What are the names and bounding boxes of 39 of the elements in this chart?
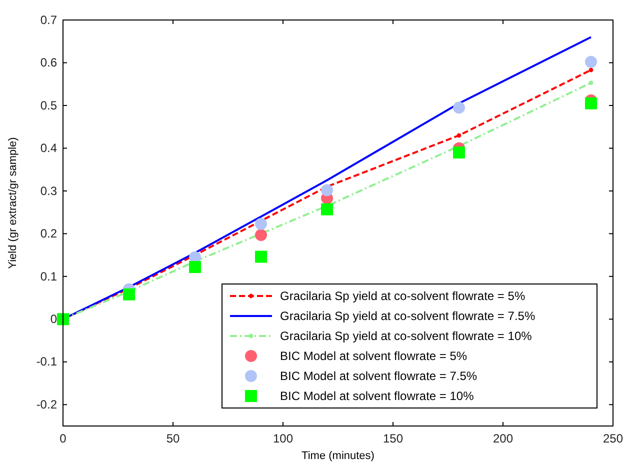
x-tick-label: 100: [272, 432, 294, 446]
point: [456, 133, 462, 138]
y-tick-label: 0.2: [40, 226, 58, 241]
point: [588, 68, 594, 72]
point: [123, 288, 135, 300]
legend-label: Gracilaria Sp yield at co-solvent flowrate = 5%: [280, 289, 526, 303]
y-tick-label: 0.4: [40, 141, 58, 156]
point: [588, 80, 594, 86]
point: [453, 146, 465, 158]
y-tick-label: 0.5: [40, 98, 58, 112]
y-tick-label: -0.1: [36, 354, 58, 369]
x-tick-label: 0: [60, 432, 67, 446]
legend-label: Gracilaria Sp yield at co-solvent flowrate = 10%: [280, 329, 532, 343]
x-tick-label: 150: [382, 432, 404, 446]
point: [189, 261, 201, 274]
y-axis-title: Yield (gr extract/gr sample): [7, 137, 19, 269]
legend-label: Gracilaria Sp yield at co-solvent flowrate = 7.5%: [280, 309, 536, 323]
point: [585, 56, 597, 68]
y-tick-label: 0: [50, 312, 58, 326]
point: [255, 218, 267, 230]
point: [585, 97, 597, 110]
y-tick-label: 0.1: [40, 269, 58, 284]
y-tick-label: 0.6: [40, 56, 58, 70]
legend-label: BIC Model at solvent flowrate = 5%: [280, 349, 468, 363]
y-tick-label: 0.3: [40, 184, 58, 198]
point: [321, 184, 333, 196]
point: [321, 203, 333, 216]
x-tick-label: 50: [166, 432, 180, 446]
x-tick-label: 250: [602, 432, 624, 446]
point: [255, 228, 267, 241]
y-tick-label: 0.7: [40, 12, 58, 27]
legend-label: BIC Model at solvent flowrate = 7.5%: [280, 369, 478, 383]
point: [57, 313, 69, 326]
x-axis-title: Time (minutes): [302, 450, 374, 462]
legend-label: BIC Model at solvent flowrate = 10%: [280, 389, 474, 403]
point: [453, 102, 465, 114]
y-tick-label: -0.2: [36, 397, 58, 412]
point: [255, 250, 267, 263]
x-tick-label: 200: [492, 432, 514, 446]
